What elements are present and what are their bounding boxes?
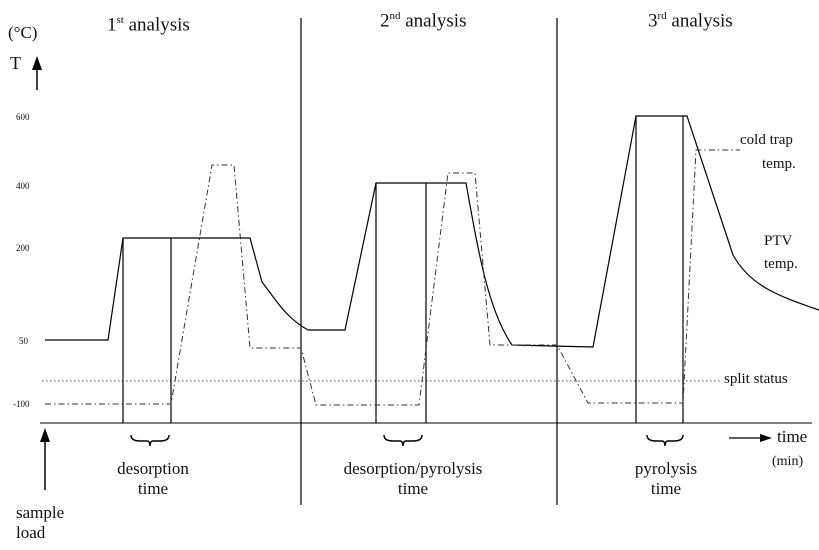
sample-load-arrowhead (40, 428, 50, 442)
desorption-time-label: desorption time (98, 459, 208, 498)
split-status-label: split status (724, 371, 788, 387)
axis-unit-label: (°C) (8, 23, 38, 42)
sample-text: sample (16, 503, 65, 522)
third-analysis-header: 3rd analysis (648, 10, 733, 32)
ptv-label-line1: PTV (764, 233, 793, 249)
cold-trap-label-line1: cold trap (740, 132, 793, 148)
despyro-text: desorption/pyrolysis (343, 459, 483, 478)
sample-load-label: sample load (16, 503, 64, 542)
first-analysis-header: 1st analysis (107, 14, 190, 36)
cold-trap-curve (45, 149, 740, 406)
ptv-label-line2: temp. (764, 256, 798, 272)
second-analysis-header: 2nd analysis (380, 10, 467, 32)
tick-label-minus-100: -100 (13, 399, 30, 409)
tick-label-600: 600 (16, 112, 30, 122)
tick-label-50: 50 (19, 336, 28, 346)
tick-label-400: 400 (16, 181, 30, 191)
pyrolysis-text: pyrolysis (634, 459, 698, 478)
desorption-time-text: time (137, 478, 169, 498)
pyrolysis-time-text: time (650, 478, 682, 498)
time-arrowhead (760, 434, 772, 442)
despyro-time-label: desorption/pyrolysis time (318, 459, 508, 498)
pyrolysis-brace (646, 434, 684, 447)
despyro-brace (383, 434, 423, 447)
tick-label-200: 200 (16, 243, 30, 253)
load-text: load (16, 522, 46, 542)
pyrolysis-time-label: pyrolysis time (616, 459, 716, 498)
time-unit-label: (min) (772, 454, 804, 469)
despyro-time-text: time (397, 478, 429, 498)
cold-trap-label-line2: temp. (762, 156, 796, 172)
ptv-temperature-curve (45, 115, 819, 348)
y-axis-arrowhead (32, 56, 42, 70)
axis-t-label: T (10, 53, 21, 73)
desorption-text: desorption (117, 459, 189, 478)
desorption-brace (130, 434, 170, 447)
time-label: time (777, 427, 808, 446)
